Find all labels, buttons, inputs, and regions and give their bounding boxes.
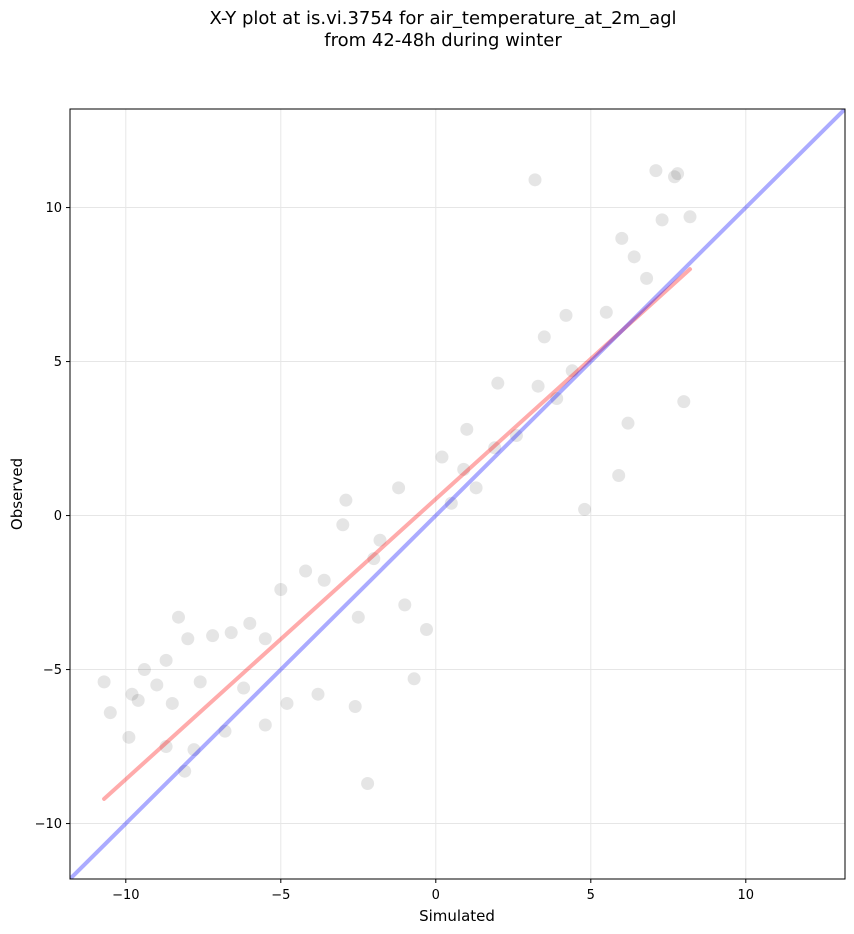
data-point — [348, 700, 362, 714]
data-point — [627, 250, 641, 264]
data-point — [491, 376, 505, 390]
y-tick-label: 10 — [45, 201, 62, 216]
data-point — [351, 610, 365, 624]
data-point — [137, 663, 151, 677]
y-axis-label: Observed — [8, 458, 26, 530]
data-point — [444, 496, 458, 510]
data-point — [280, 696, 294, 710]
ticks-layer: −10 −5 0 5 10 −10 −5 0 5 10 — [35, 201, 755, 903]
data-point — [193, 675, 207, 689]
x-axis-label: Simulated — [419, 907, 495, 925]
data-point — [599, 305, 613, 319]
data-point — [224, 626, 238, 640]
data-point — [420, 623, 433, 637]
data-point — [125, 687, 139, 701]
chart-title-line-1: X-Y plot at is.vi.3754 for air_temperatu… — [209, 8, 677, 29]
data-point — [655, 213, 669, 227]
data-point — [488, 441, 502, 455]
data-point — [165, 696, 179, 710]
data-point — [336, 518, 350, 532]
data-point — [317, 573, 331, 587]
data-point — [457, 462, 471, 476]
x-tick-label: −10 — [112, 888, 139, 903]
identity-line — [70, 109, 845, 879]
chart-title-line-2: from 42-48h during winter — [324, 30, 562, 51]
data-point — [172, 610, 185, 624]
data-point — [460, 422, 474, 436]
y-tick-label: 0 — [54, 509, 62, 524]
data-point — [550, 392, 564, 406]
y-tick-label: −5 — [43, 663, 62, 678]
chart-title: X-Y plot at is.vi.3754 for air_temperatu… — [0, 8, 854, 52]
x-tick-label: −5 — [271, 888, 290, 903]
data-point — [621, 416, 635, 430]
data-point — [274, 582, 288, 596]
data-point — [528, 173, 542, 187]
data-point — [181, 632, 195, 646]
data-point — [373, 533, 387, 547]
x-tick-label: 5 — [587, 888, 595, 903]
data-point — [258, 718, 272, 732]
data-point — [649, 164, 663, 178]
data-point — [565, 364, 579, 378]
data-point — [407, 672, 421, 686]
data-point — [668, 170, 681, 184]
y-tick-label: −10 — [35, 817, 62, 832]
x-tick-label: 10 — [738, 888, 755, 903]
data-point — [243, 616, 257, 630]
data-point — [339, 493, 353, 507]
data-point — [97, 675, 111, 689]
grid-layer — [70, 109, 845, 879]
x-tick-label: 0 — [432, 888, 440, 903]
data-point — [187, 743, 201, 757]
data-point — [159, 653, 173, 667]
data-point — [258, 632, 272, 646]
data-point — [237, 681, 251, 695]
data-point — [537, 330, 551, 344]
data-point — [435, 450, 449, 464]
data-point — [311, 687, 325, 701]
data-point — [122, 730, 136, 744]
data-point — [615, 231, 629, 245]
data-point — [671, 167, 685, 181]
data-point — [683, 210, 697, 224]
data-point — [578, 502, 592, 516]
data-point — [131, 693, 145, 707]
y-tick-label: 5 — [54, 355, 62, 370]
data-point — [178, 764, 192, 778]
lines-layer — [70, 109, 845, 879]
data-point — [206, 629, 220, 643]
regression-line — [102, 267, 692, 801]
plot-frame — [69, 108, 846, 880]
data-point — [103, 706, 117, 720]
points-layer — [97, 164, 697, 791]
data-point — [640, 271, 654, 285]
data-point — [559, 308, 573, 322]
data-point — [677, 395, 691, 409]
data-point — [159, 740, 173, 754]
data-point — [509, 428, 523, 442]
data-point — [531, 379, 545, 393]
data-point — [150, 678, 164, 692]
data-point — [612, 469, 626, 483]
data-point — [392, 481, 406, 495]
data-point — [218, 724, 232, 738]
data-point — [398, 598, 412, 612]
data-point — [361, 777, 375, 791]
data-point — [299, 564, 313, 578]
data-point — [469, 481, 483, 495]
data-point — [367, 552, 381, 566]
